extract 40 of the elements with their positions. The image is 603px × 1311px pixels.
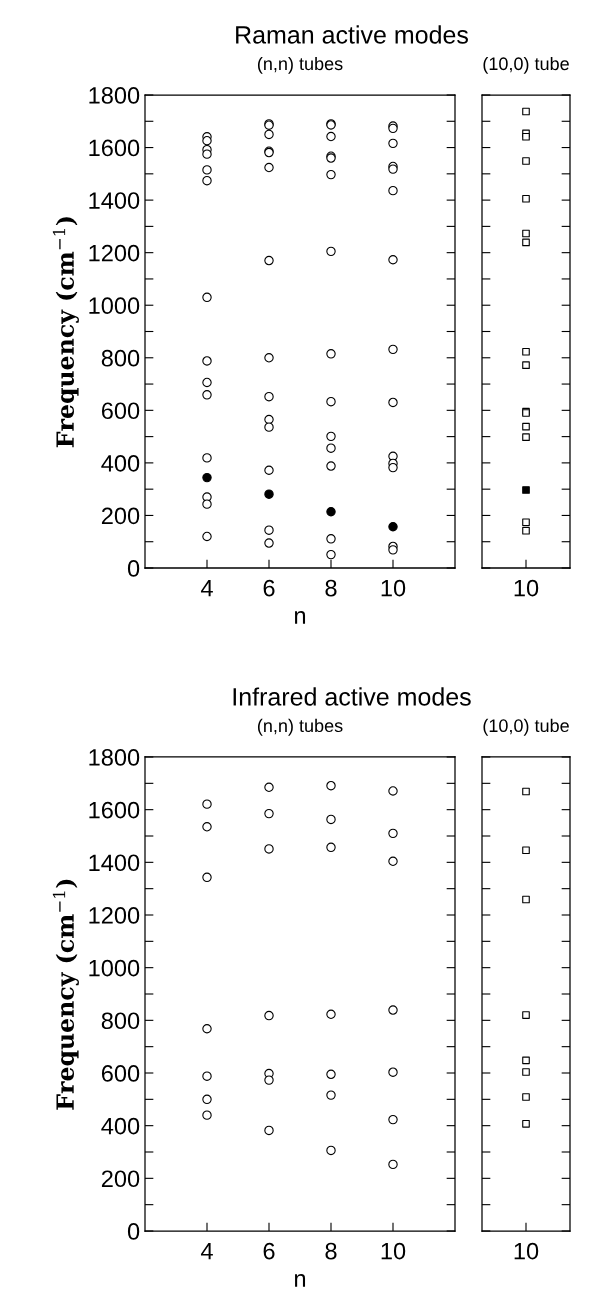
y-axis-title: Frequency (cm$^{−1}$) — [52, 217, 79, 448]
y-tick-label: 400 — [101, 1117, 140, 1135]
chart-subtitle: (10,0) tube — [483, 718, 569, 736]
y-axis-title: Frequency (cm$^{−1}$) — [52, 879, 79, 1110]
y-tick-label: 1400 — [89, 192, 140, 209]
x-tick-label: 10 — [381, 579, 406, 597]
chart-title: Infrared active modes — [233, 687, 471, 706]
y-tick-label: 0 — [127, 1223, 140, 1240]
y-tick-label: 1000 — [89, 959, 140, 977]
y-tick-label: 800 — [101, 1012, 140, 1030]
y-tick-label: 1000 — [89, 297, 140, 315]
x-tick-label: 10 — [514, 579, 539, 597]
x-tick-label: 4 — [200, 579, 213, 597]
x-tick-label: 10 — [514, 1242, 539, 1260]
y-tick-label: 1800 — [89, 87, 140, 104]
y-tick-label: 1200 — [89, 244, 140, 262]
y-tick-label: 0 — [127, 560, 140, 577]
chart-subtitle: (n,n) tubes — [257, 718, 343, 736]
y-tick-label: 800 — [101, 349, 140, 367]
x-tick-label: 8 — [325, 1242, 337, 1260]
chart-title: Raman active modes — [236, 25, 468, 44]
y-tick-label: 1600 — [89, 139, 140, 157]
y-tick-label: 200 — [101, 507, 140, 525]
y-tick-label: 1800 — [89, 749, 140, 766]
y-tick-label: 600 — [101, 402, 140, 420]
x-axis-title: n — [295, 1274, 306, 1287]
chart-subtitle: (n,n) tubes — [257, 56, 343, 74]
x-tick-label: 6 — [263, 579, 275, 597]
y-tick-label: 400 — [101, 454, 140, 472]
y-tick-label: 1600 — [89, 801, 140, 819]
y-tick-label: 600 — [101, 1065, 140, 1082]
x-tick-label: 8 — [325, 579, 337, 597]
chart-subtitle: (10,0) tube — [483, 56, 569, 74]
y-tick-label: 1400 — [89, 854, 140, 872]
y-tick-label: 200 — [101, 1170, 140, 1188]
x-tick-label: 6 — [263, 1242, 275, 1260]
x-axis-title: n — [295, 611, 306, 624]
y-tick-label: 1200 — [89, 907, 140, 924]
x-tick-label: 4 — [200, 1242, 213, 1260]
x-tick-label: 10 — [381, 1242, 406, 1260]
